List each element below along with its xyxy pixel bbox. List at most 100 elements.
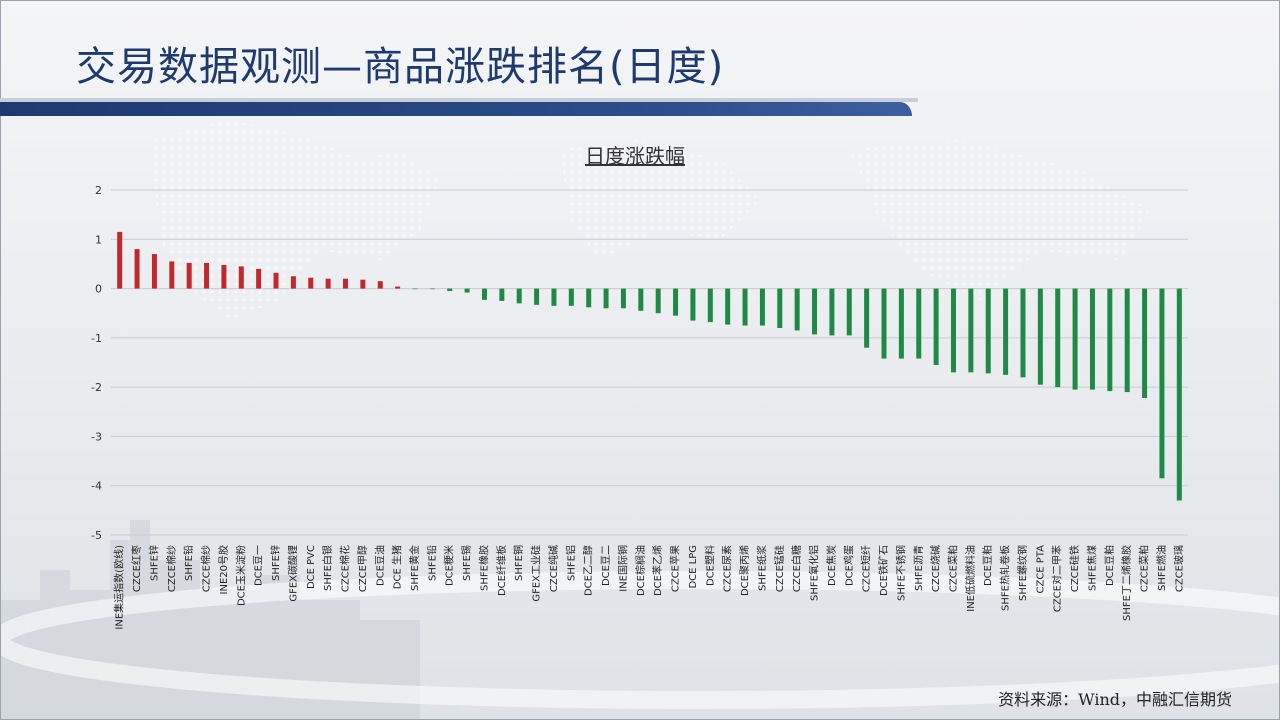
x-tick-label: DCE粳米 [443,545,456,586]
x-tick-label: DCE豆二 [600,545,612,586]
x-tick-label: SHFE铅 [425,545,438,581]
x-tick-label: CZCE棉纱 [165,545,178,592]
bar [1107,288,1113,392]
x-tick-label: CZCE棉花 [339,545,352,592]
x-tick-label: SHFE氧化铝 [808,545,821,601]
bar [551,288,557,306]
x-tick-label: CZCE菜粕 [946,545,959,592]
x-tick-label: CZCE白糖 [790,545,803,592]
bar [620,288,626,309]
bar [968,288,974,373]
bar [812,288,818,335]
x-tick-label: CZCE苹果 [669,545,682,592]
x-tick-label: SHFE锡 [460,545,473,581]
x-tick-label: INE低硫燃料油 [964,545,977,612]
bar [1037,288,1043,385]
x-tick-label: GFEX工业硅 [530,545,543,602]
x-tick-label: SHFE铅 [182,545,195,581]
bar [1003,288,1009,375]
bar [1159,288,1165,479]
x-tick-label: DCE纤维板 [495,545,508,596]
title-underline-light [0,98,918,102]
x-tick-label: CZCE锰硅 [773,545,786,592]
bar [238,266,244,289]
x-tick-label: DCE PVC [306,545,317,589]
x-tick-label: SHFE不锈钢 [894,545,907,601]
slide-title: 交易数据观测—商品涨跌排名(日度) [76,44,725,90]
x-tick-label: DCE LPG [688,545,699,589]
bar [985,288,991,374]
bar [412,288,418,290]
bar [1124,288,1130,393]
x-tick-label: INE集运指数(欧线) [113,545,126,630]
bar [586,288,592,308]
bar [1072,288,1078,390]
y-tick-label: -5 [91,529,102,542]
bar [690,288,696,321]
bar [290,276,296,289]
x-tick-label: CZCE对二甲苯 [1051,545,1064,612]
title-underline-band [0,102,912,116]
x-tick-label: CZCE玻璃 [1172,545,1185,592]
x-tick-label: SHFE锌 [269,545,282,581]
x-tick-label: INE20号胶 [217,545,230,594]
x-tick-label: SHFE白银 [321,545,334,591]
x-tick-label: DCE乙二醇 [582,545,595,596]
x-tick-label: DCE铁矿石 [877,545,890,596]
bar [256,268,262,289]
x-tick-label: DCE苯乙烯 [651,545,664,596]
bar [933,288,939,365]
bar [707,288,713,323]
bar [134,249,140,289]
chart-title: 日度涨跌幅 [585,144,685,168]
bar [464,288,470,293]
x-tick-label: SHFE热轧卷板 [999,545,1012,611]
bar [343,278,349,289]
x-tick-label: SHFE橡胶 [477,545,490,591]
bar [916,288,922,359]
bar [186,262,192,289]
world-map-shape [150,120,1150,320]
bar [846,288,852,336]
bar [603,288,609,309]
x-tick-label: DCE聚丙烯 [738,545,751,596]
bar [377,281,383,289]
x-tick-label: INE国际铜 [617,545,629,592]
y-tick-label: 0 [95,283,102,296]
x-tick-label: DCE鸡蛋 [842,545,855,586]
source-note: 资料来源：Wind，中融汇信期货 [998,690,1232,709]
x-tick-label: CZCE甲醇 [356,545,369,592]
bar [742,288,748,326]
bar [829,288,835,336]
y-tick-label: -2 [91,381,102,394]
bar [655,288,661,314]
x-tick-label: DCE焦炭 [825,545,838,586]
bar [1020,288,1026,378]
bar [151,254,157,289]
x-tick-label: GFEX碳酸锂 [286,545,299,602]
x-tick-label: CZCE棉纱 [200,545,213,592]
x-tick-label: SHFE焦煤 [1085,545,1098,591]
bar [950,288,956,373]
bar [673,288,679,316]
bar [1089,288,1095,390]
x-tick-label: CZCE尿素 [721,545,734,592]
x-tick-label: DCE玉米淀粉 [234,545,247,606]
y-tick-label: -1 [91,332,102,345]
bar [534,288,540,305]
x-tick-label: DCE 生猪 [391,545,404,589]
bar [568,288,574,306]
bar [1055,288,1061,388]
x-tick-label: SHFE铝 [565,545,577,581]
x-tick-label: DCE塑料 [703,545,716,586]
bar [395,286,401,289]
x-tick-label: SHFE铜 [513,545,525,581]
x-tick-label: DCE豆粕 [1103,545,1116,586]
bar [725,288,731,325]
x-tick-label: CZCE短纤 [860,545,873,592]
bar [759,288,765,326]
x-tick-label: DCE棕榈油 [634,545,647,596]
x-tick-label: CZCE PTA [1035,545,1046,594]
bar [777,288,783,328]
bar [204,262,210,289]
